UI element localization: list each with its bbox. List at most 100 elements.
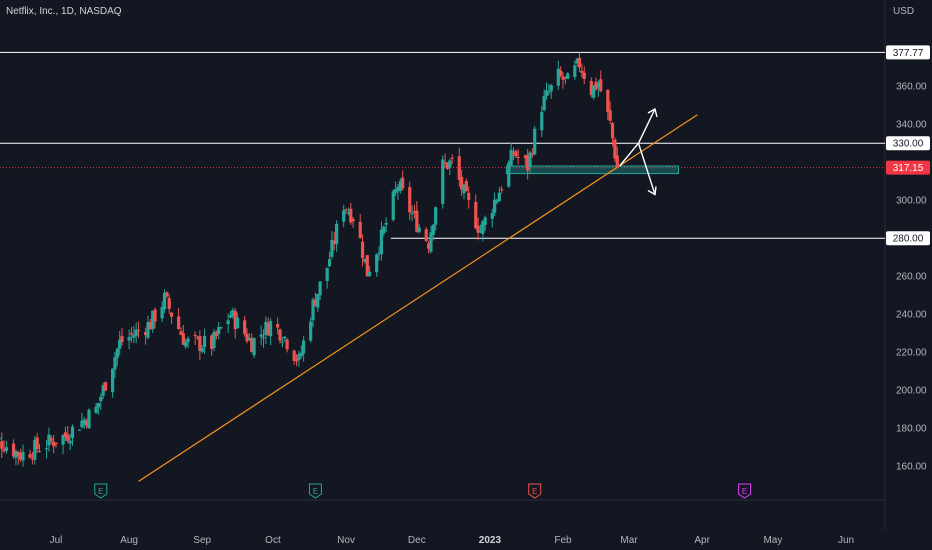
candle-body bbox=[398, 181, 402, 191]
candle-body bbox=[410, 213, 414, 215]
time-tick-label: Nov bbox=[337, 535, 355, 546]
candle-body bbox=[47, 434, 51, 446]
candle-body bbox=[610, 122, 615, 139]
earnings-marker-letter: E bbox=[313, 487, 318, 496]
price-level-tag bbox=[886, 45, 930, 60]
candle-body bbox=[19, 453, 23, 460]
price-levels-layer bbox=[0, 51, 885, 239]
candle-body bbox=[299, 352, 303, 357]
candle-body bbox=[523, 155, 527, 159]
candle-body bbox=[368, 271, 372, 276]
time-tick-label: Jul bbox=[50, 535, 63, 546]
candle-body bbox=[0, 441, 4, 449]
candle-body bbox=[200, 348, 204, 352]
candle-body bbox=[162, 292, 167, 310]
candle-body bbox=[608, 110, 612, 121]
candle-body bbox=[233, 311, 237, 330]
candle-body bbox=[580, 70, 584, 73]
earnings-marker-letter: E bbox=[98, 487, 103, 496]
candle-body bbox=[382, 226, 386, 234]
candle-body bbox=[511, 152, 516, 155]
price-level-tag-label: 330.00 bbox=[893, 139, 924, 150]
down-arrow-path bbox=[637, 142, 656, 195]
currency-label: USD bbox=[893, 6, 915, 17]
price-level-tag bbox=[886, 136, 930, 151]
candle-body bbox=[61, 435, 65, 445]
candle-body bbox=[346, 212, 351, 214]
candle-body bbox=[82, 419, 86, 425]
candle-body bbox=[280, 341, 284, 343]
support-zone-layer bbox=[505, 165, 680, 175]
time-tick-label: Sep bbox=[193, 535, 211, 546]
earnings-marker: E bbox=[528, 483, 542, 499]
price-level-tag-label: 280.00 bbox=[893, 234, 924, 245]
candle-body bbox=[94, 406, 98, 413]
candle-body bbox=[235, 317, 240, 329]
candle-body bbox=[217, 327, 221, 335]
candle-body bbox=[63, 432, 68, 437]
candle-body bbox=[0, 437, 2, 440]
candle-body bbox=[268, 321, 273, 337]
trendline bbox=[138, 114, 698, 482]
price-axis[interactable]: 160.00 180.00 200.00 220.00 240.00 260.00 280.… bbox=[886, 45, 930, 473]
candle-body bbox=[28, 453, 32, 458]
candle-body bbox=[21, 451, 25, 461]
candle-body bbox=[11, 443, 16, 457]
price-tick-label: 220.00 bbox=[896, 348, 927, 359]
candle-body bbox=[481, 221, 485, 234]
candle-body bbox=[292, 350, 296, 361]
candle-body bbox=[360, 241, 365, 259]
candle-body bbox=[596, 82, 600, 88]
candle-body bbox=[500, 189, 504, 191]
time-tick-label: Jun bbox=[838, 535, 854, 546]
candle-body bbox=[311, 299, 315, 321]
candle-body bbox=[335, 223, 339, 245]
candle-body bbox=[530, 153, 534, 155]
time-tick-label: Feb bbox=[554, 535, 572, 546]
candle-body bbox=[129, 333, 134, 335]
candle-body bbox=[181, 333, 185, 345]
price-tick-label: 240.00 bbox=[896, 310, 927, 321]
price-level-tag-label: 377.77 bbox=[893, 48, 924, 59]
candle-body bbox=[226, 320, 230, 325]
candle-body bbox=[96, 402, 101, 408]
candle-body bbox=[30, 458, 35, 460]
candle-body bbox=[165, 292, 169, 297]
candle-body bbox=[202, 336, 207, 348]
candle-body bbox=[136, 330, 141, 332]
candle-body bbox=[243, 320, 247, 334]
earnings-marker-letter: E bbox=[532, 487, 537, 496]
candle-body bbox=[599, 79, 603, 92]
candle-body bbox=[302, 340, 306, 354]
candle-body bbox=[514, 151, 518, 157]
current-price-tag bbox=[886, 160, 930, 175]
candle-body bbox=[559, 70, 563, 76]
price-tick-label: 300.00 bbox=[896, 196, 927, 207]
candle-body bbox=[401, 177, 405, 189]
candle-body bbox=[266, 323, 270, 336]
candle-body bbox=[544, 90, 549, 96]
candle-body bbox=[573, 65, 577, 77]
candle-body bbox=[460, 176, 464, 190]
candle-body bbox=[577, 57, 582, 68]
candle-body bbox=[250, 337, 254, 353]
earnings-marker-letter: E bbox=[742, 487, 747, 496]
candle-body bbox=[606, 89, 610, 112]
candle-body bbox=[415, 210, 419, 232]
time-tick-label: Apr bbox=[694, 535, 710, 546]
candle-body bbox=[349, 208, 353, 223]
candle-body bbox=[431, 224, 435, 235]
time-axis[interactable]: Jul Aug Sep Oct Nov Dec 2023 Feb Mar Apr May Jun bbox=[50, 535, 854, 546]
candle-body bbox=[493, 199, 497, 213]
candle-body bbox=[66, 434, 70, 441]
down-arrow-head bbox=[647, 186, 657, 196]
up-arrow-path bbox=[619, 108, 656, 167]
candle-body bbox=[330, 239, 334, 257]
candle-body bbox=[33, 440, 37, 460]
current-price-tag-label: 317.15 bbox=[893, 163, 924, 174]
candle-body bbox=[507, 162, 511, 187]
candle-body bbox=[342, 210, 346, 222]
